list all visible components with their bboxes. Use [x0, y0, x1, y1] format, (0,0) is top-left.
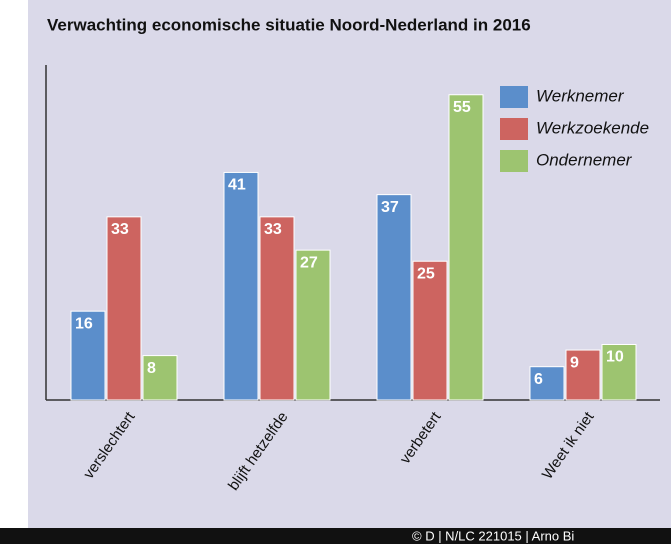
- bar: [259, 216, 295, 401]
- bar: [529, 366, 565, 401]
- legend-label: Werknemer: [536, 86, 625, 105]
- value-label: 16: [75, 315, 93, 332]
- bar: [295, 249, 331, 401]
- value-label: 55: [453, 99, 471, 116]
- bar: [448, 94, 484, 401]
- bar: [601, 344, 637, 401]
- legend-label: Ondernemer: [536, 150, 633, 169]
- value-label: 9: [570, 354, 579, 371]
- value-label: 8: [147, 360, 156, 377]
- bar: [70, 310, 106, 401]
- value-label: 10: [606, 349, 624, 366]
- value-label: 37: [381, 199, 399, 216]
- value-label: 6: [534, 371, 543, 388]
- bar: [106, 216, 142, 401]
- bar: [376, 194, 412, 401]
- value-label: 33: [111, 221, 129, 238]
- value-label: 41: [228, 177, 246, 194]
- bar: [142, 355, 178, 401]
- legend-label: Werkzoekende: [536, 118, 649, 137]
- legend-swatch: [500, 150, 528, 172]
- value-label: 25: [417, 265, 435, 282]
- value-label: 27: [300, 254, 318, 271]
- legend-swatch: [500, 86, 528, 108]
- bar: [565, 349, 601, 401]
- value-label: 33: [264, 221, 282, 238]
- bar: [223, 171, 259, 401]
- chart-title: Verwachting economische situatie Noord-N…: [47, 15, 531, 34]
- footer: © D | N/LC 221015 | Arno Bi: [412, 528, 574, 543]
- bar: [412, 260, 448, 401]
- footer-bar: [0, 528, 671, 544]
- legend-swatch: [500, 118, 528, 140]
